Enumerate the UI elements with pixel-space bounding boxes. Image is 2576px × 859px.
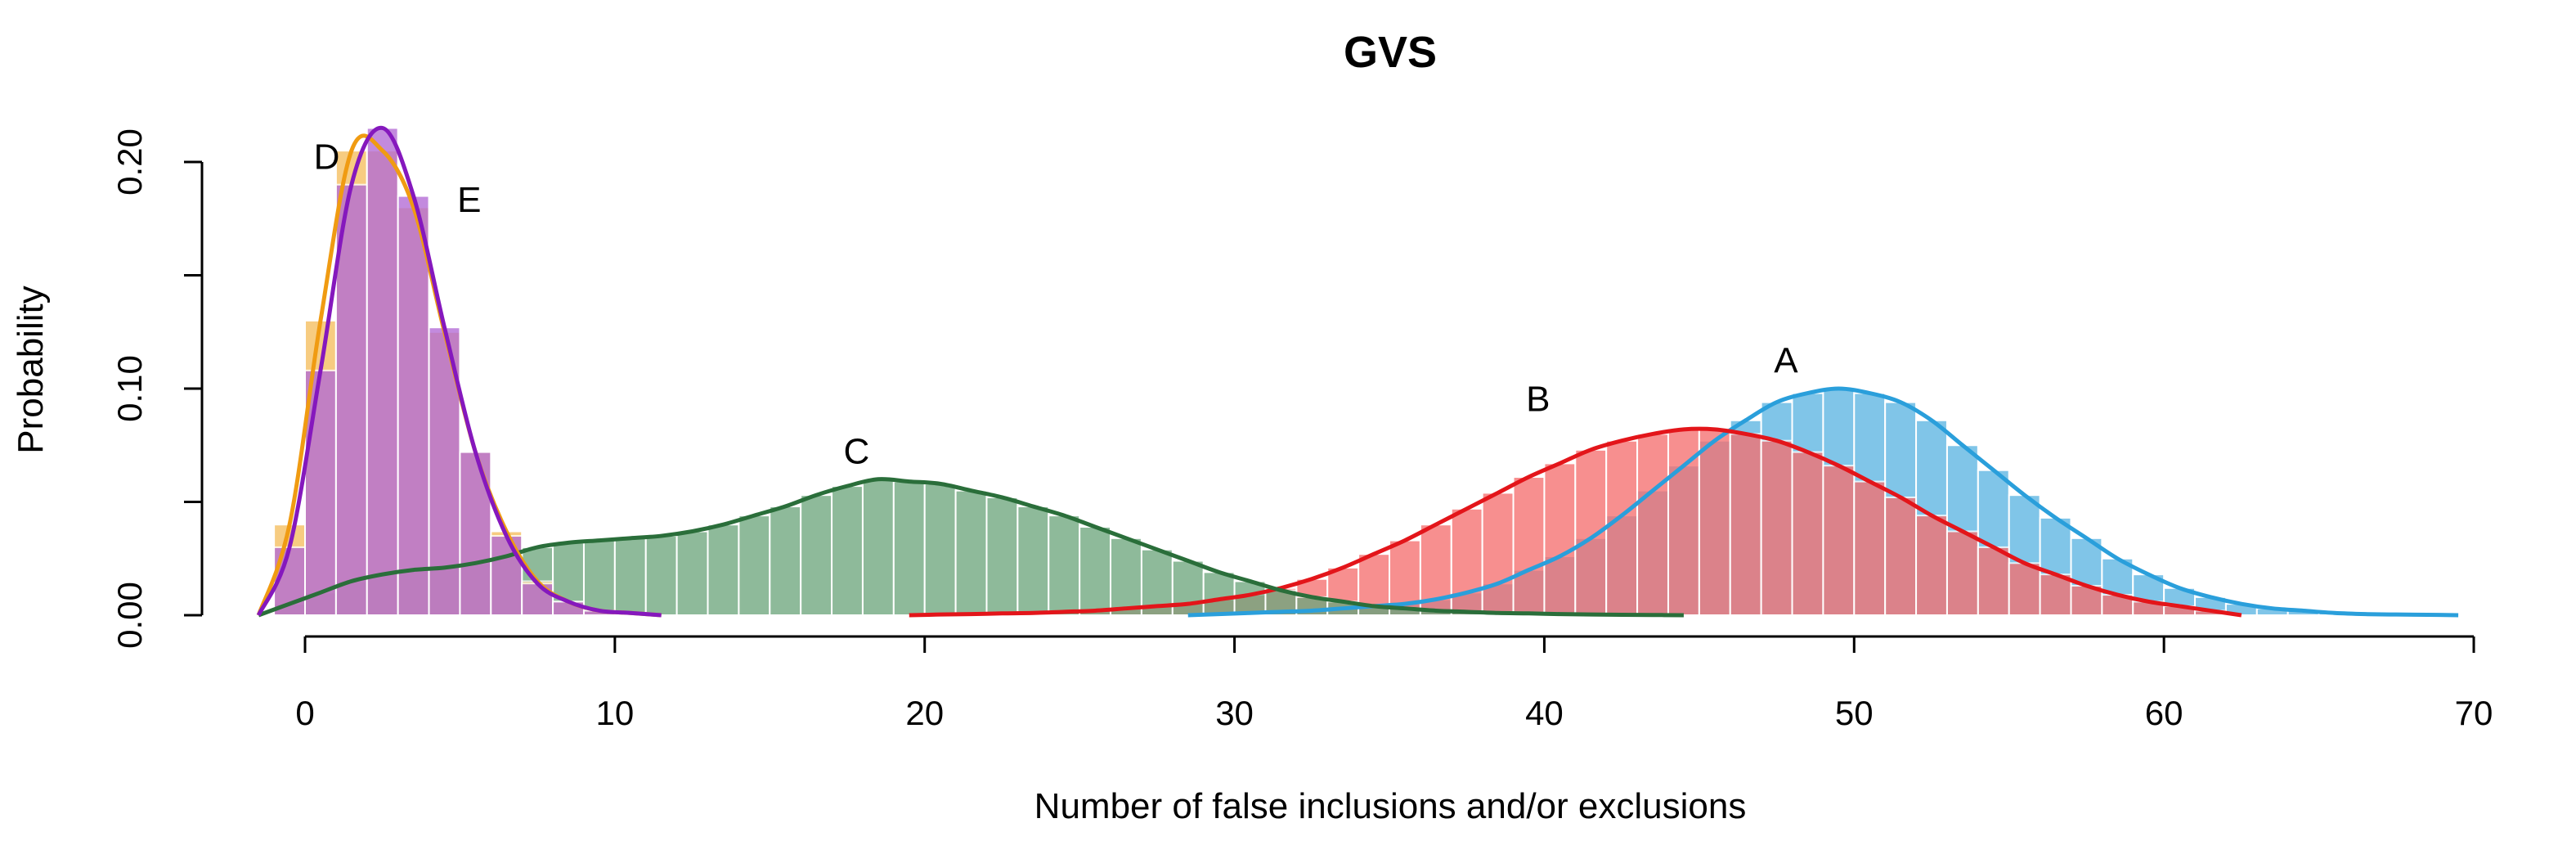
y-axis: 0.00 0.10 0.20: [110, 128, 204, 649]
bar-B: [1760, 439, 1793, 617]
bar-B: [1512, 476, 1546, 617]
bar-B: [1636, 433, 1669, 617]
bars-series-E: [273, 127, 647, 617]
x-tick-label: 40: [1525, 694, 1564, 732]
series-label-B: B: [1526, 380, 1550, 420]
bar-B: [1450, 507, 1483, 616]
bar-E: [397, 195, 430, 617]
bar-C: [769, 506, 802, 616]
bar-B: [1822, 465, 1856, 616]
bar-C: [613, 537, 647, 617]
bar-B: [1915, 515, 1948, 616]
y-axis-label: Probability: [11, 286, 51, 453]
bar-C: [582, 539, 616, 617]
x-tick-label: 50: [1835, 694, 1874, 732]
bar-B: [1543, 462, 1577, 616]
density-curve-E: [256, 125, 662, 618]
chart-title: GVS: [1344, 28, 1437, 77]
bar-C: [1048, 515, 1081, 616]
x-tick-label: 70: [2455, 694, 2493, 732]
density-curve-C: [258, 477, 1684, 618]
series-label-E: E: [457, 180, 481, 220]
bar-C: [738, 515, 771, 616]
bar-C: [707, 524, 740, 617]
x-axis: 0 10 20 30 40 50 60 70: [295, 635, 2493, 732]
y-tick-label: 0.00: [110, 582, 149, 649]
density-curves: [256, 125, 2459, 618]
bar-B: [1884, 496, 1918, 617]
series-label-A: A: [1774, 341, 1798, 381]
bar-E: [459, 451, 492, 616]
bar-B: [1791, 451, 1824, 616]
bar-C: [1110, 537, 1142, 617]
y-tick-label: 0.10: [110, 355, 149, 422]
bar-C: [675, 530, 709, 617]
bar-E: [521, 582, 554, 616]
bar-E: [490, 535, 523, 616]
bar-C: [1079, 525, 1112, 616]
bar-C: [1016, 506, 1050, 616]
series-label-D: D: [314, 137, 340, 177]
series-label-C: C: [843, 431, 869, 471]
bar-C: [1171, 560, 1205, 617]
bar-B: [2039, 573, 2072, 617]
bar-C: [800, 494, 833, 616]
bar-B: [1605, 439, 1639, 617]
bar-B: [1698, 428, 1731, 616]
bar-C: [831, 485, 864, 616]
y-tick-label: 0.20: [110, 128, 149, 196]
x-tick-label: 60: [2145, 694, 2183, 732]
bar-C: [892, 480, 926, 616]
x-tick-label: 30: [1215, 694, 1254, 732]
bar-B: [2008, 562, 2041, 616]
bar-B: [1977, 546, 2010, 617]
density-curve-A: [1187, 386, 2459, 618]
bar-C: [1202, 571, 1236, 616]
bar-C: [954, 489, 988, 617]
x-tick-label: 20: [905, 694, 944, 732]
density-curve-B: [909, 426, 2242, 618]
bar-E: [366, 127, 399, 616]
bar-B: [1729, 433, 1762, 617]
x-tick-label: 10: [595, 694, 634, 732]
bar-B: [1945, 530, 1979, 617]
x-tick-label: 0: [295, 694, 314, 732]
x-axis-label: Number of false inclusions and/or exclus…: [1034, 786, 1747, 826]
series-labels: A B C D E: [314, 137, 1799, 471]
bar-C: [923, 483, 957, 617]
bar-B: [1853, 480, 1887, 616]
bar-B: [1481, 492, 1515, 616]
bar-C: [985, 496, 1019, 617]
bar-C: [644, 535, 678, 616]
bar-C: [861, 478, 895, 616]
